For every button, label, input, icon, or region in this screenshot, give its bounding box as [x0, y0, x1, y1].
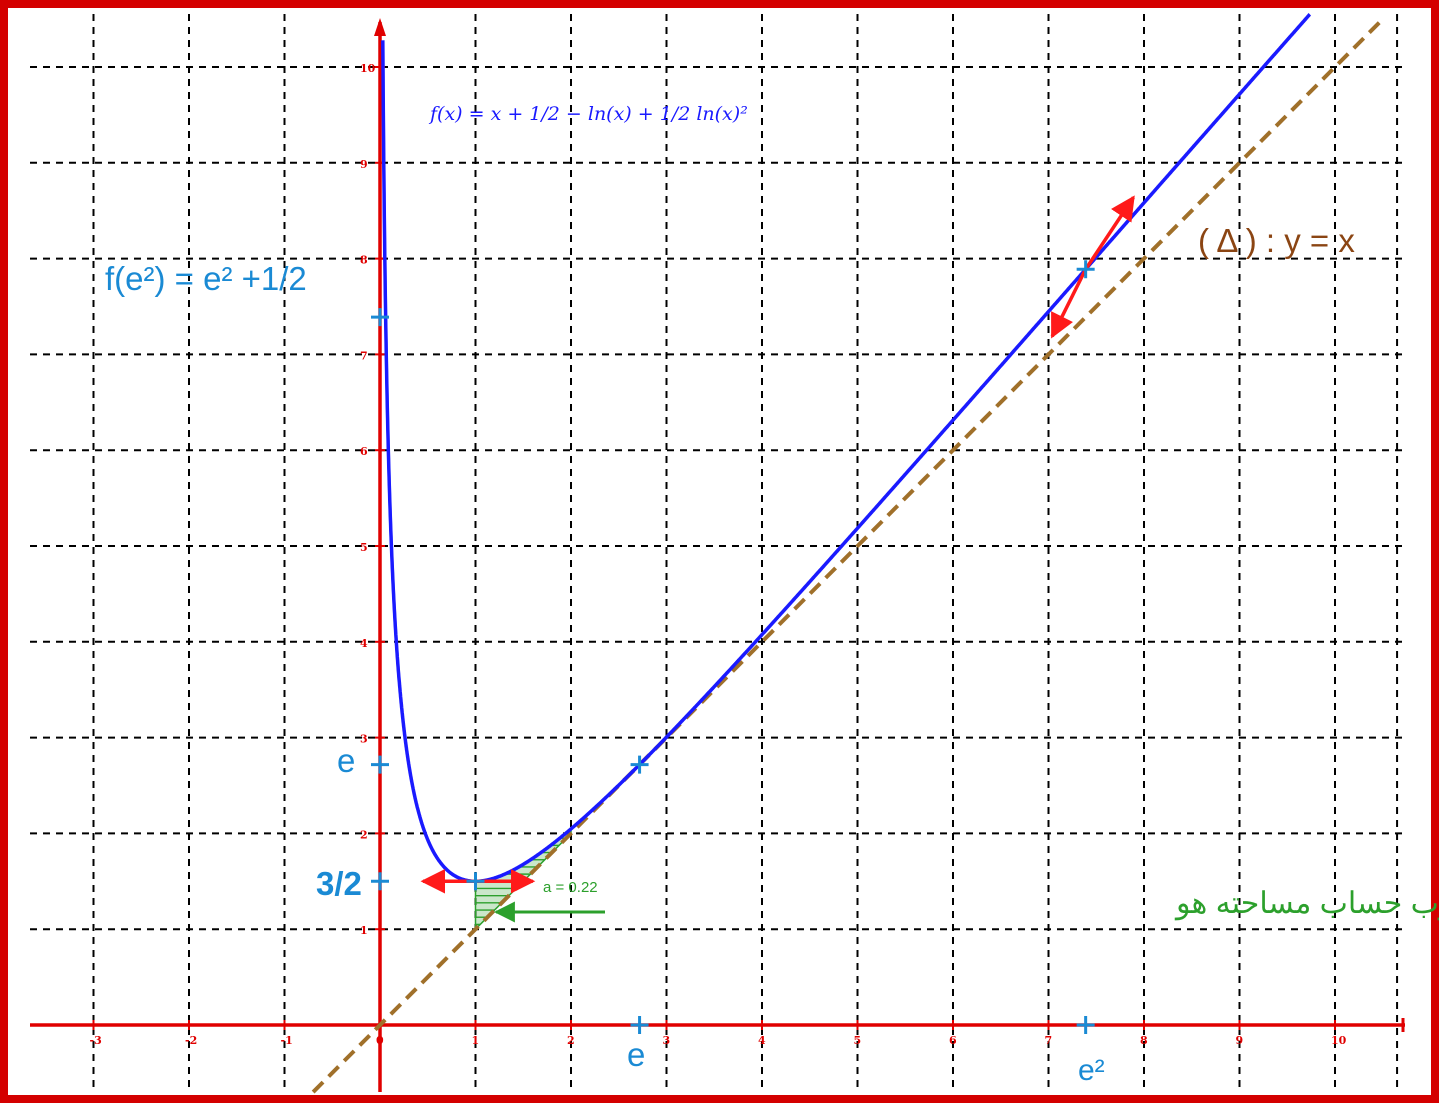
label-e-y: e	[337, 742, 355, 779]
marked-point	[1076, 1016, 1095, 1034]
marked-point	[466, 872, 485, 891]
tangent-arrows	[420, 195, 1135, 894]
y-tick-label: 4	[360, 637, 368, 650]
x-tick-label: 7	[1045, 1034, 1053, 1047]
x-tick-label: 6	[949, 1034, 957, 1047]
y-tick-label: 3	[360, 733, 368, 746]
label-e-x: e	[627, 1036, 645, 1073]
label-a-value: a = 0.22	[543, 879, 598, 896]
x-tick-label: -3	[90, 1034, 102, 1047]
x-tick-label: 8	[1140, 1034, 1148, 1047]
function-label: f(x) = x + 1/2 − ln(x) + 1/2 ln(x)²	[428, 103, 748, 125]
marked-point	[630, 755, 649, 774]
y-tick-label: 1	[360, 924, 368, 937]
label-area-text: الجزء من المستوى المطلوب حساب مساحته هو	[1174, 887, 1439, 921]
x-tick-label: 10	[1331, 1034, 1347, 1047]
y-tick-label: 2	[360, 828, 368, 841]
label-delta: ( Δ ) : y = x	[1198, 222, 1355, 259]
x-tick-label: 1	[472, 1034, 480, 1047]
marked-point	[1076, 260, 1095, 279]
x-tick-label: 9	[1236, 1034, 1244, 1047]
y-tick-label: 7	[360, 349, 368, 362]
label-e2-x: e²	[1078, 1054, 1105, 1087]
x-tick-label: 3	[663, 1034, 671, 1047]
marked-point	[630, 1016, 649, 1034]
tangent-arrow-down	[1050, 268, 1088, 339]
marked-point	[371, 308, 389, 327]
label-f-e2: f(e²) = e² +1/2	[105, 260, 307, 297]
curve-f	[381, 13, 1312, 884]
y-tick-label: 9	[360, 158, 368, 171]
x-tick-label: 2	[567, 1034, 575, 1047]
grid	[30, 14, 1405, 1092]
marked-point	[371, 872, 389, 891]
y-axis-arrow	[374, 18, 386, 36]
y-tick-label: 10	[360, 62, 376, 75]
asymptote-line	[311, 17, 1385, 1094]
y-tick-label: 8	[360, 254, 368, 267]
x-tick-label: 4	[758, 1034, 766, 1047]
y-tick-label: 6	[360, 445, 368, 458]
x-tick-label: 5	[854, 1034, 862, 1047]
y-tick-label: 5	[360, 541, 368, 554]
marked-point	[371, 755, 389, 774]
label-three-halves: 3/2	[316, 865, 362, 902]
x-tick-label: -2	[185, 1034, 197, 1047]
x-tick-label: 0	[376, 1034, 384, 1047]
x-tick-label: -1	[281, 1034, 293, 1047]
tangent-arrow-up	[1084, 195, 1135, 271]
